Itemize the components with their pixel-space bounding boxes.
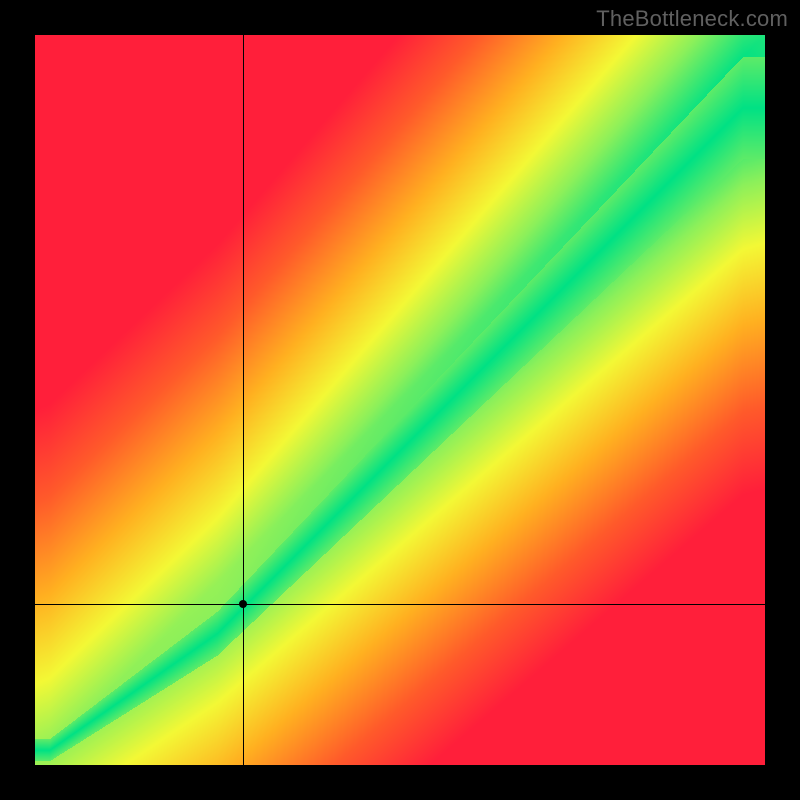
watermark-text: TheBottleneck.com: [596, 6, 788, 32]
heatmap-canvas: [35, 35, 765, 765]
crosshair-horizontal: [35, 604, 765, 605]
crosshair-marker: [239, 600, 247, 608]
crosshair-vertical: [243, 35, 244, 765]
chart-container: TheBottleneck.com: [0, 0, 800, 800]
plot-area: [35, 35, 765, 765]
